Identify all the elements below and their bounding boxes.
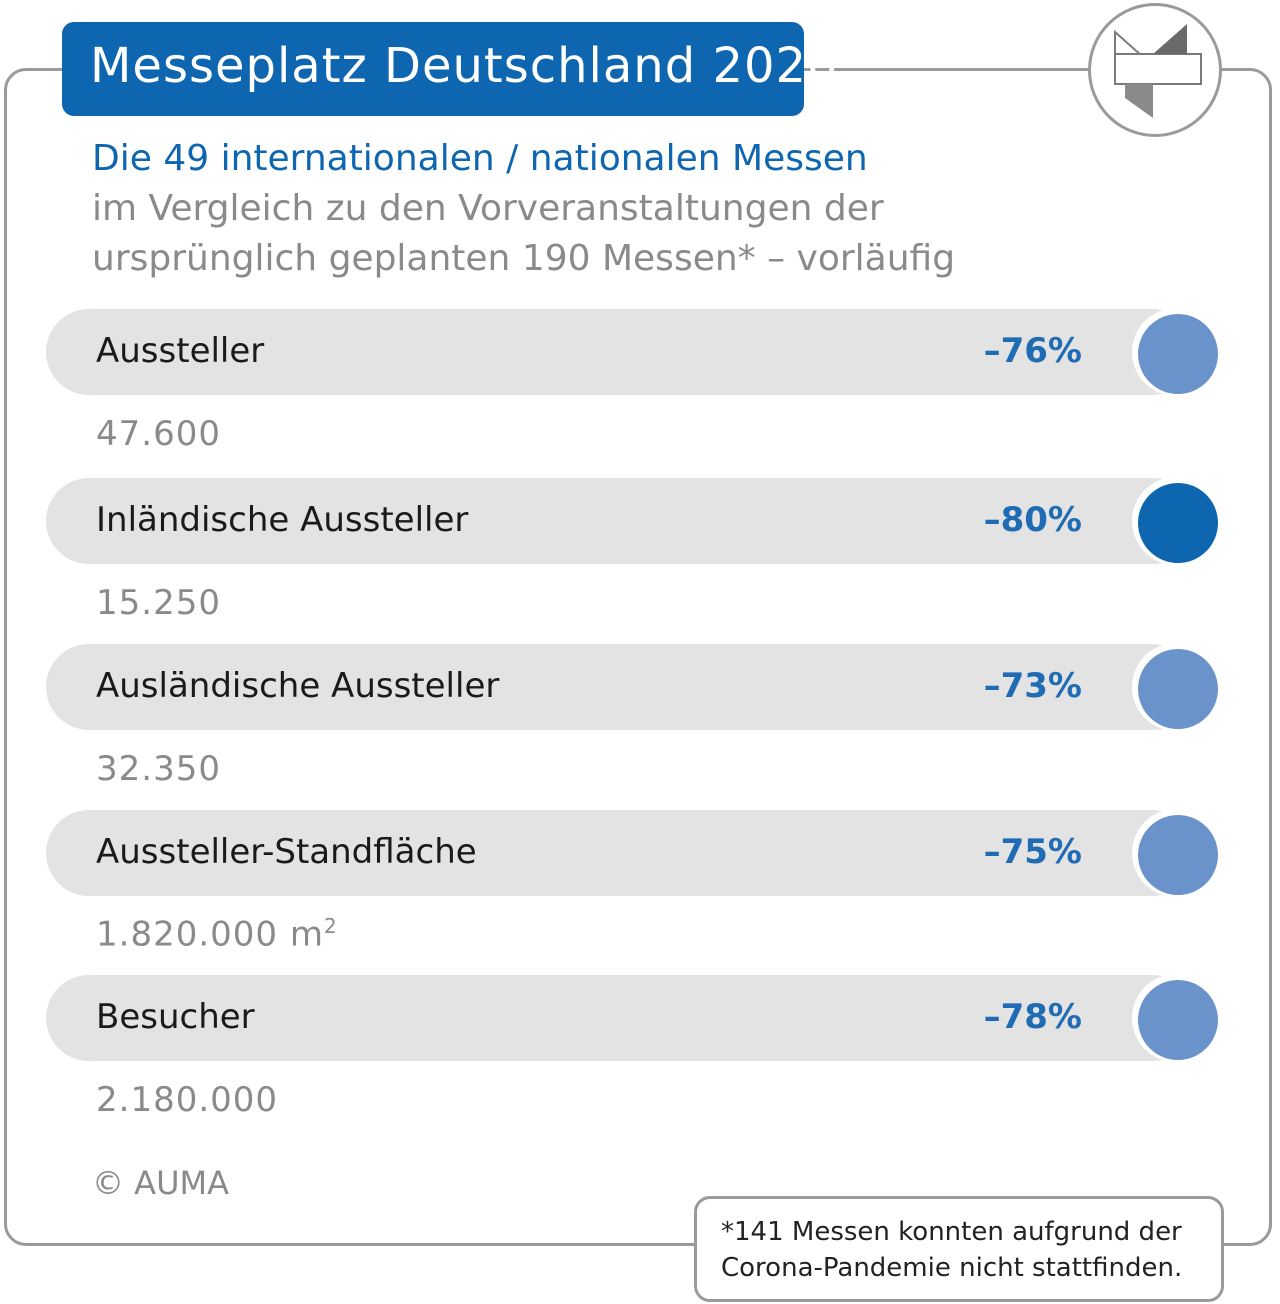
row-dot-wrap (1132, 308, 1220, 396)
status-dot (1138, 649, 1218, 729)
auma-logo-icon (1088, 3, 1222, 137)
status-dot (1138, 314, 1218, 394)
value-number: 1.820.000 m (96, 914, 324, 955)
value-unit-exponent: 2 (323, 914, 338, 938)
row-change: –73% (983, 666, 1082, 706)
row-change: –76% (983, 331, 1082, 371)
row-label: Besucher (96, 997, 255, 1037)
row-auslaendische-aussteller: Ausländische Aussteller –73% (46, 643, 1222, 731)
row-label: Ausländische Aussteller (96, 666, 500, 706)
subtitle-line-3: ursprünglich geplanten 190 Messen* – vor… (92, 238, 956, 279)
footnote-line-2: Corona-Pandemie nicht stattfinden. (721, 1253, 1183, 1283)
row-dot-wrap (1132, 809, 1220, 897)
title-banner (62, 22, 804, 116)
status-dot (1138, 980, 1218, 1060)
row-change: –80% (983, 500, 1082, 540)
row-change: –75% (983, 832, 1082, 872)
copyright-text: © AUMA (92, 1164, 229, 1202)
row-besucher: Besucher –78% (46, 974, 1222, 1062)
row-pill (46, 975, 1196, 1061)
row-aussteller-standflaeche: Aussteller-Standfläche –75% (46, 809, 1222, 897)
footnote-line-1: *141 Messen konnten aufgrund der (721, 1217, 1182, 1247)
row-value-aussteller-standflaeche: 1.820.000 m2 (96, 914, 338, 954)
subtitle-line-1: Die 49 internationalen / nationalen Mess… (92, 138, 868, 179)
footnote-box: *141 Messen konnten aufgrund der Corona-… (694, 1196, 1224, 1302)
status-dot (1138, 483, 1218, 563)
page-title: Messeplatz Deutschland 2020 (90, 38, 839, 94)
subtitle-line-2: im Vergleich zu den Vorveranstaltungen d… (92, 188, 884, 229)
row-pill (46, 309, 1196, 395)
row-dot-wrap (1132, 643, 1220, 731)
row-label: Aussteller-Standfläche (96, 832, 477, 872)
row-pill (46, 478, 1196, 564)
status-dot (1138, 815, 1218, 895)
row-dot-wrap (1132, 974, 1220, 1062)
row-change: –78% (983, 997, 1082, 1037)
row-label: Inländische Aussteller (96, 500, 469, 540)
row-value-besucher: 2.180.000 (96, 1080, 279, 1120)
row-value-aussteller: 47.600 (96, 414, 221, 454)
row-inlaendische-aussteller: Inländische Aussteller –80% (46, 477, 1222, 565)
row-label: Aussteller (96, 331, 265, 371)
row-value-auslaendische-aussteller: 32.350 (96, 749, 221, 789)
row-pill (46, 644, 1196, 730)
row-aussteller: Aussteller –76% (46, 308, 1222, 396)
row-dot-wrap (1132, 477, 1220, 565)
row-value-inlaendische-aussteller: 15.250 (96, 583, 221, 623)
row-pill (46, 810, 1196, 896)
